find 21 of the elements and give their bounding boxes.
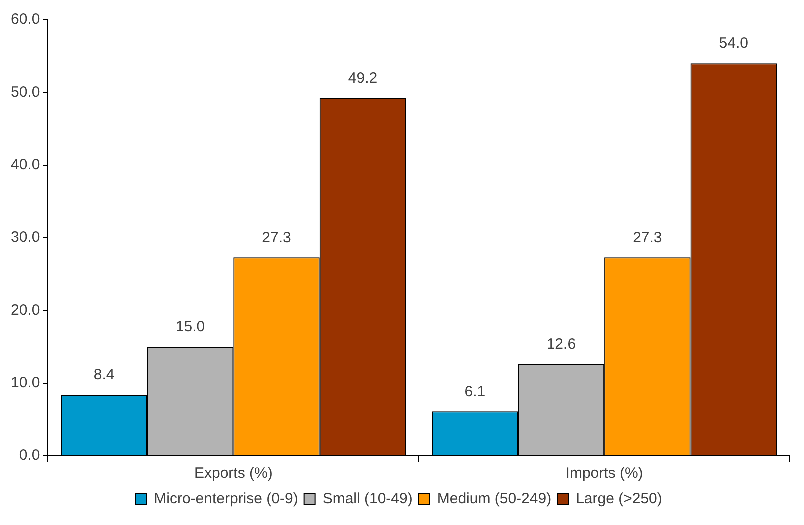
data-label: 27.3 <box>262 229 292 246</box>
y-tick-label: 50.0 <box>10 84 40 101</box>
y-tick-label: 60.0 <box>10 11 40 28</box>
y-tick-label: 30.0 <box>10 229 40 246</box>
y-tick-label: 10.0 <box>10 374 40 392</box>
x-tick-label: Imports (%) <box>566 465 644 482</box>
data-label: 15.0 <box>176 318 206 336</box>
legend-label: Micro-enterprise (0-9) <box>154 490 298 508</box>
data-label: 6.1 <box>464 383 486 400</box>
data-label: 49.2 <box>348 70 378 88</box>
data-label: 8.4 <box>94 366 115 384</box>
data-label: 27.3 <box>633 229 662 246</box>
data-label: 12.6 <box>546 336 576 354</box>
data-label: 54.0 <box>719 35 749 52</box>
y-tick-label: 20.0 <box>10 302 40 319</box>
legend-label: Medium (50-249) <box>437 490 552 508</box>
x-tick-label: Exports (%) <box>194 465 273 482</box>
legend-label: Small (10-49) <box>322 490 413 508</box>
y-tick-label: 0.0 <box>19 447 40 464</box>
y-tick-label: 40.0 <box>10 156 40 174</box>
legend-label: Large (>250) <box>576 490 662 508</box>
